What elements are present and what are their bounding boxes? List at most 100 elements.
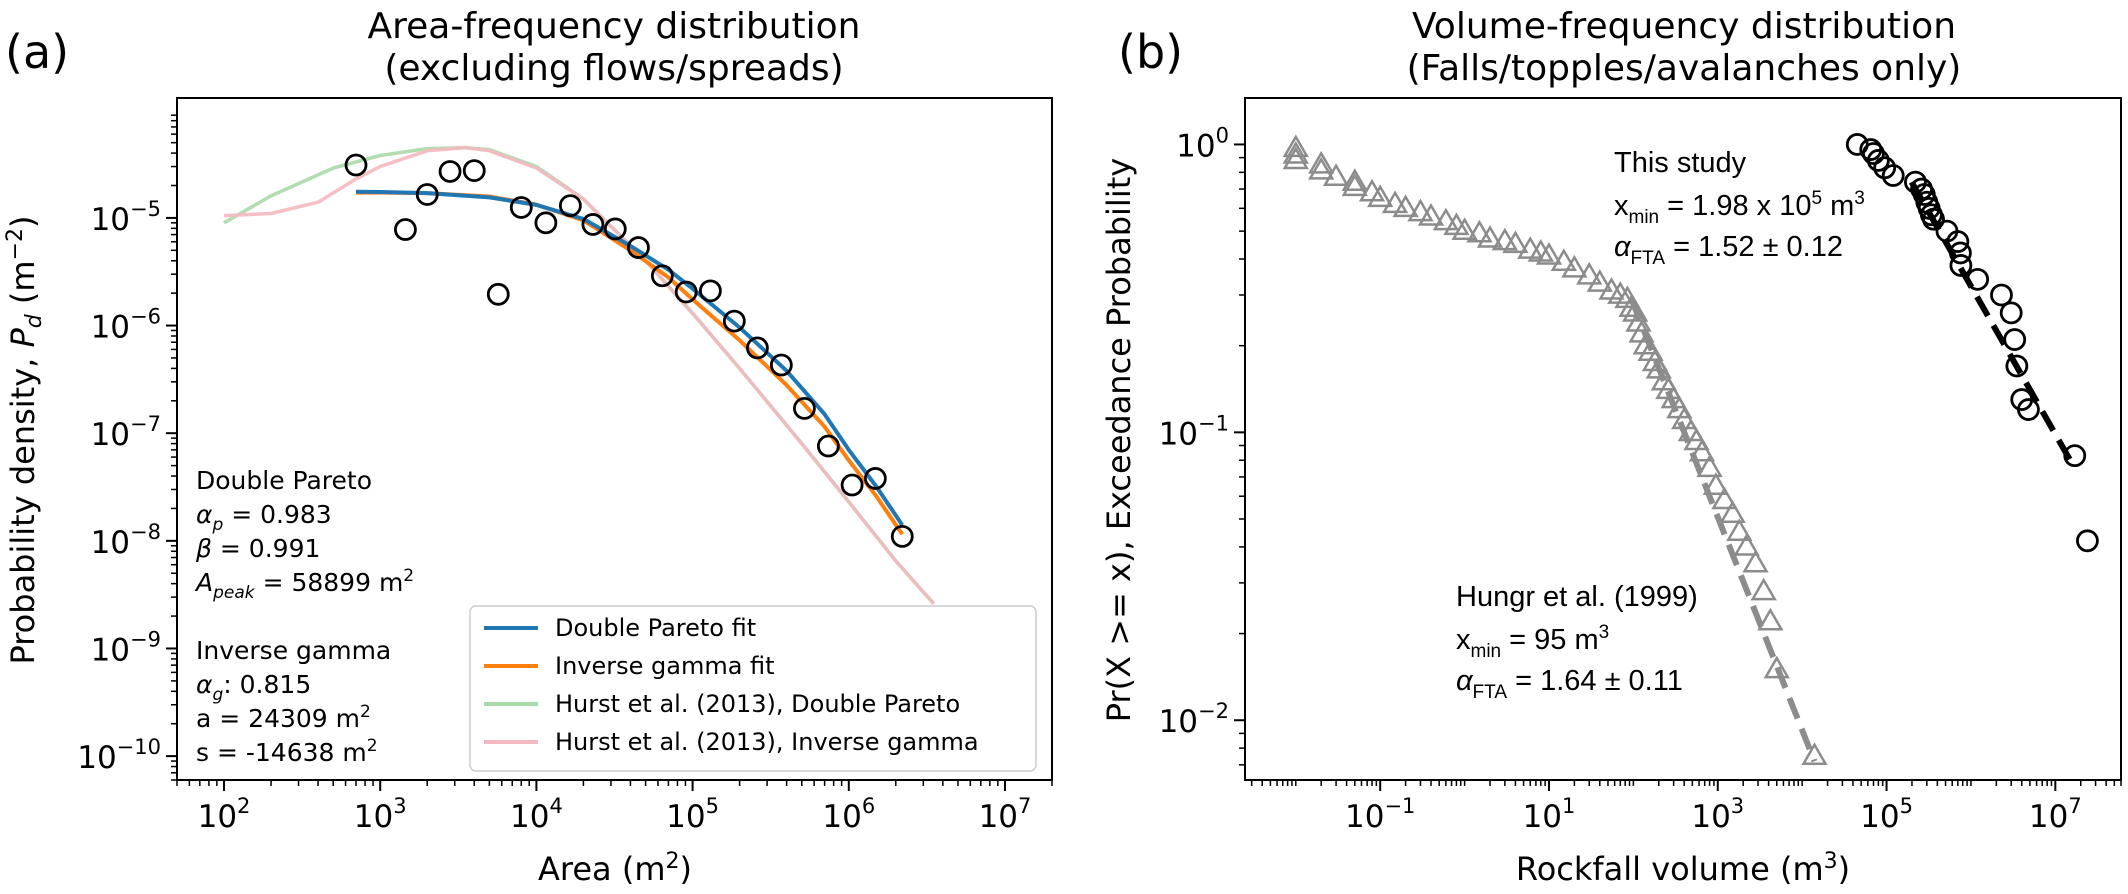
ig-s: s = -14638 m2 (196, 736, 378, 767)
panel-a-data-point (674, 280, 698, 304)
panel-b-plot-area: 10−1 101 103 105 107 10−2 10−1 100 (1159, 97, 2122, 835)
panel-a-data-point (746, 336, 769, 360)
panel-b-study-point (1949, 254, 1973, 277)
dp-alpha: αp = 0.983 (196, 500, 332, 535)
ig-title: Inverse gamma (196, 636, 391, 665)
panel-a-data-point (438, 160, 462, 183)
panel-a-data-point (650, 264, 674, 288)
dp-title: Double Pareto (196, 466, 372, 495)
panel-b-study-point (1966, 267, 1990, 291)
panel-b-y-tick-label: 10−1 (1159, 411, 1229, 452)
panel-b-hungr-point (1308, 150, 1335, 174)
panel-b-study-point (1948, 241, 1972, 265)
panel-b-hungr-point (1598, 276, 1625, 300)
panel-b-hungr-point (1671, 406, 1698, 430)
panel-b-hungr-point (1750, 577, 1777, 601)
panel-b-x-tick-label: 10−1 (1345, 794, 1415, 835)
panel-b-hungr-point (1757, 607, 1784, 631)
panel-b-x-tick-label: 101 (1523, 794, 1576, 835)
legend-label-hurst-inverse-gamma: Hurst et al. (2013), Inverse gamma (555, 728, 979, 756)
study-xmin: xmin = 1.98 x 105 m3 (1614, 188, 1865, 228)
panel-a-ticks: 102 103 104 105 106 107 10−10 10−9 10−8 10−7 10−6 1… (77, 114, 1053, 835)
panel-b-fit-lines (1628, 180, 2078, 763)
panel-a-data-point (509, 196, 533, 219)
panel-a-data-point (415, 183, 439, 206)
study-title: This study (1614, 147, 1747, 179)
panel-a-x-tick-label: 103 (354, 794, 407, 835)
panel-a-title-line2: (excluding flows/spreads) (384, 48, 843, 89)
panel-b-ticks: 10−1 101 103 105 107 10−2 10−1 100 (1159, 123, 2122, 835)
panel-b: (b) Volume-frequency distribution (Falls… (1100, 6, 2122, 888)
panel-b-study-point (1862, 142, 1885, 165)
panel-b-hungr-point (1733, 533, 1760, 556)
panel-b-study-point (1990, 283, 2013, 307)
panel-b-hungr-point (1341, 173, 1368, 197)
panel-a-data-point (840, 473, 864, 497)
panel-a-data-point (344, 153, 368, 177)
panel-b-hungr-point (1367, 184, 1394, 208)
panel-b-hungr-point (1696, 454, 1723, 478)
panel-a-data-point (627, 236, 650, 259)
panel-b-hungr-point (1535, 242, 1563, 265)
panel-b-hungr-point (1711, 486, 1738, 510)
panel-b-fit-line-1 (1908, 180, 2078, 470)
panel-a-x-tick-label: 105 (666, 794, 719, 835)
panel-b-hungr-point (1742, 549, 1769, 573)
panel-b-hungr-point (1443, 212, 1470, 236)
panel-b-hungr-point (1282, 134, 1309, 158)
panel-b-hungr-point (1550, 248, 1578, 272)
panel-b-hungr-point (1476, 224, 1504, 248)
panel-b-hungr-point (1561, 254, 1588, 278)
hungr-alpha: αFTA = 1.64 ± 0.11 (1456, 665, 1683, 703)
panel-b-hungr-point (1502, 230, 1529, 254)
panel-a-data-point (793, 396, 816, 420)
panel-a-data-point (863, 467, 887, 490)
panel-a-x-tick-label: 107 (979, 794, 1032, 835)
panel-a-x-tick-label: 104 (510, 794, 563, 835)
panel-b-hungr-point (1341, 168, 1368, 191)
panel-a-data-point (558, 194, 582, 218)
panel-a-series (223, 145, 936, 605)
panel-b-study-point (2005, 354, 2029, 378)
panel-b-title-line2: (Falls/topples/avalanches only) (1407, 48, 1962, 89)
panel-a-label: (a) (5, 25, 69, 79)
panel-a-annotations: Double Pareto αp = 0.983 β = 0.991 Apeak… (194, 466, 414, 767)
panel-b-hungr-point (1432, 207, 1460, 231)
panel-b-hungr-point (1719, 500, 1746, 523)
panel-a-y-tick-label: 10−10 (77, 735, 161, 776)
panel-b-hungr-point (1417, 203, 1445, 226)
panel-b-hungr-point (1466, 219, 1493, 243)
panel-a-y-tick-label: 10−7 (91, 412, 161, 453)
panel-a-data-point (769, 353, 793, 377)
panel-a-ylabel: Probability density, Pd (m−2) (3, 215, 47, 664)
panel-a-data-point (816, 434, 840, 458)
panel-b-hungr-point (1621, 298, 1649, 322)
panel-a-data-point (603, 217, 627, 241)
panel-a-series-line-3 (223, 145, 936, 605)
panel-a-xlabel: Area (m2) (538, 849, 692, 888)
panel-a-data-point (534, 211, 558, 235)
panel-b-hungr-point (1702, 472, 1730, 496)
panel-b-hungr-point (1625, 308, 1652, 332)
panel-b-study-point (1866, 149, 1890, 172)
panel-b-hungr-point (1282, 146, 1309, 170)
panel-b-study-point (1999, 301, 2023, 325)
panel-a-y-tick-label: 10−5 (91, 197, 161, 238)
panel-b-hungr-point (1688, 438, 1716, 462)
panel-b-hungr-point (1763, 655, 1790, 679)
ig-a: a = 24309 m2 (196, 702, 371, 733)
panel-a-points (344, 153, 914, 548)
panel-b-study-point (1881, 164, 1905, 187)
panel-b-points (1282, 133, 2099, 766)
panel-b-hungr-point (1308, 156, 1335, 180)
panel-b-hungr-point (1586, 269, 1613, 292)
panel-b-y-tick-label: 100 (1176, 123, 1229, 164)
panel-a-data-point (890, 524, 914, 548)
legend-box (469, 605, 1037, 772)
panel-a-y-tick-label: 10−9 (91, 627, 161, 668)
panel-a-y-tick-label: 10−6 (91, 305, 161, 346)
panel-a-data-point (462, 159, 486, 183)
panel-a-plot-area: 102 103 104 105 106 107 10−10 10−9 10−8 10−7 10−6 1… (77, 97, 1053, 835)
panel-b-hungr-point (1726, 518, 1753, 542)
